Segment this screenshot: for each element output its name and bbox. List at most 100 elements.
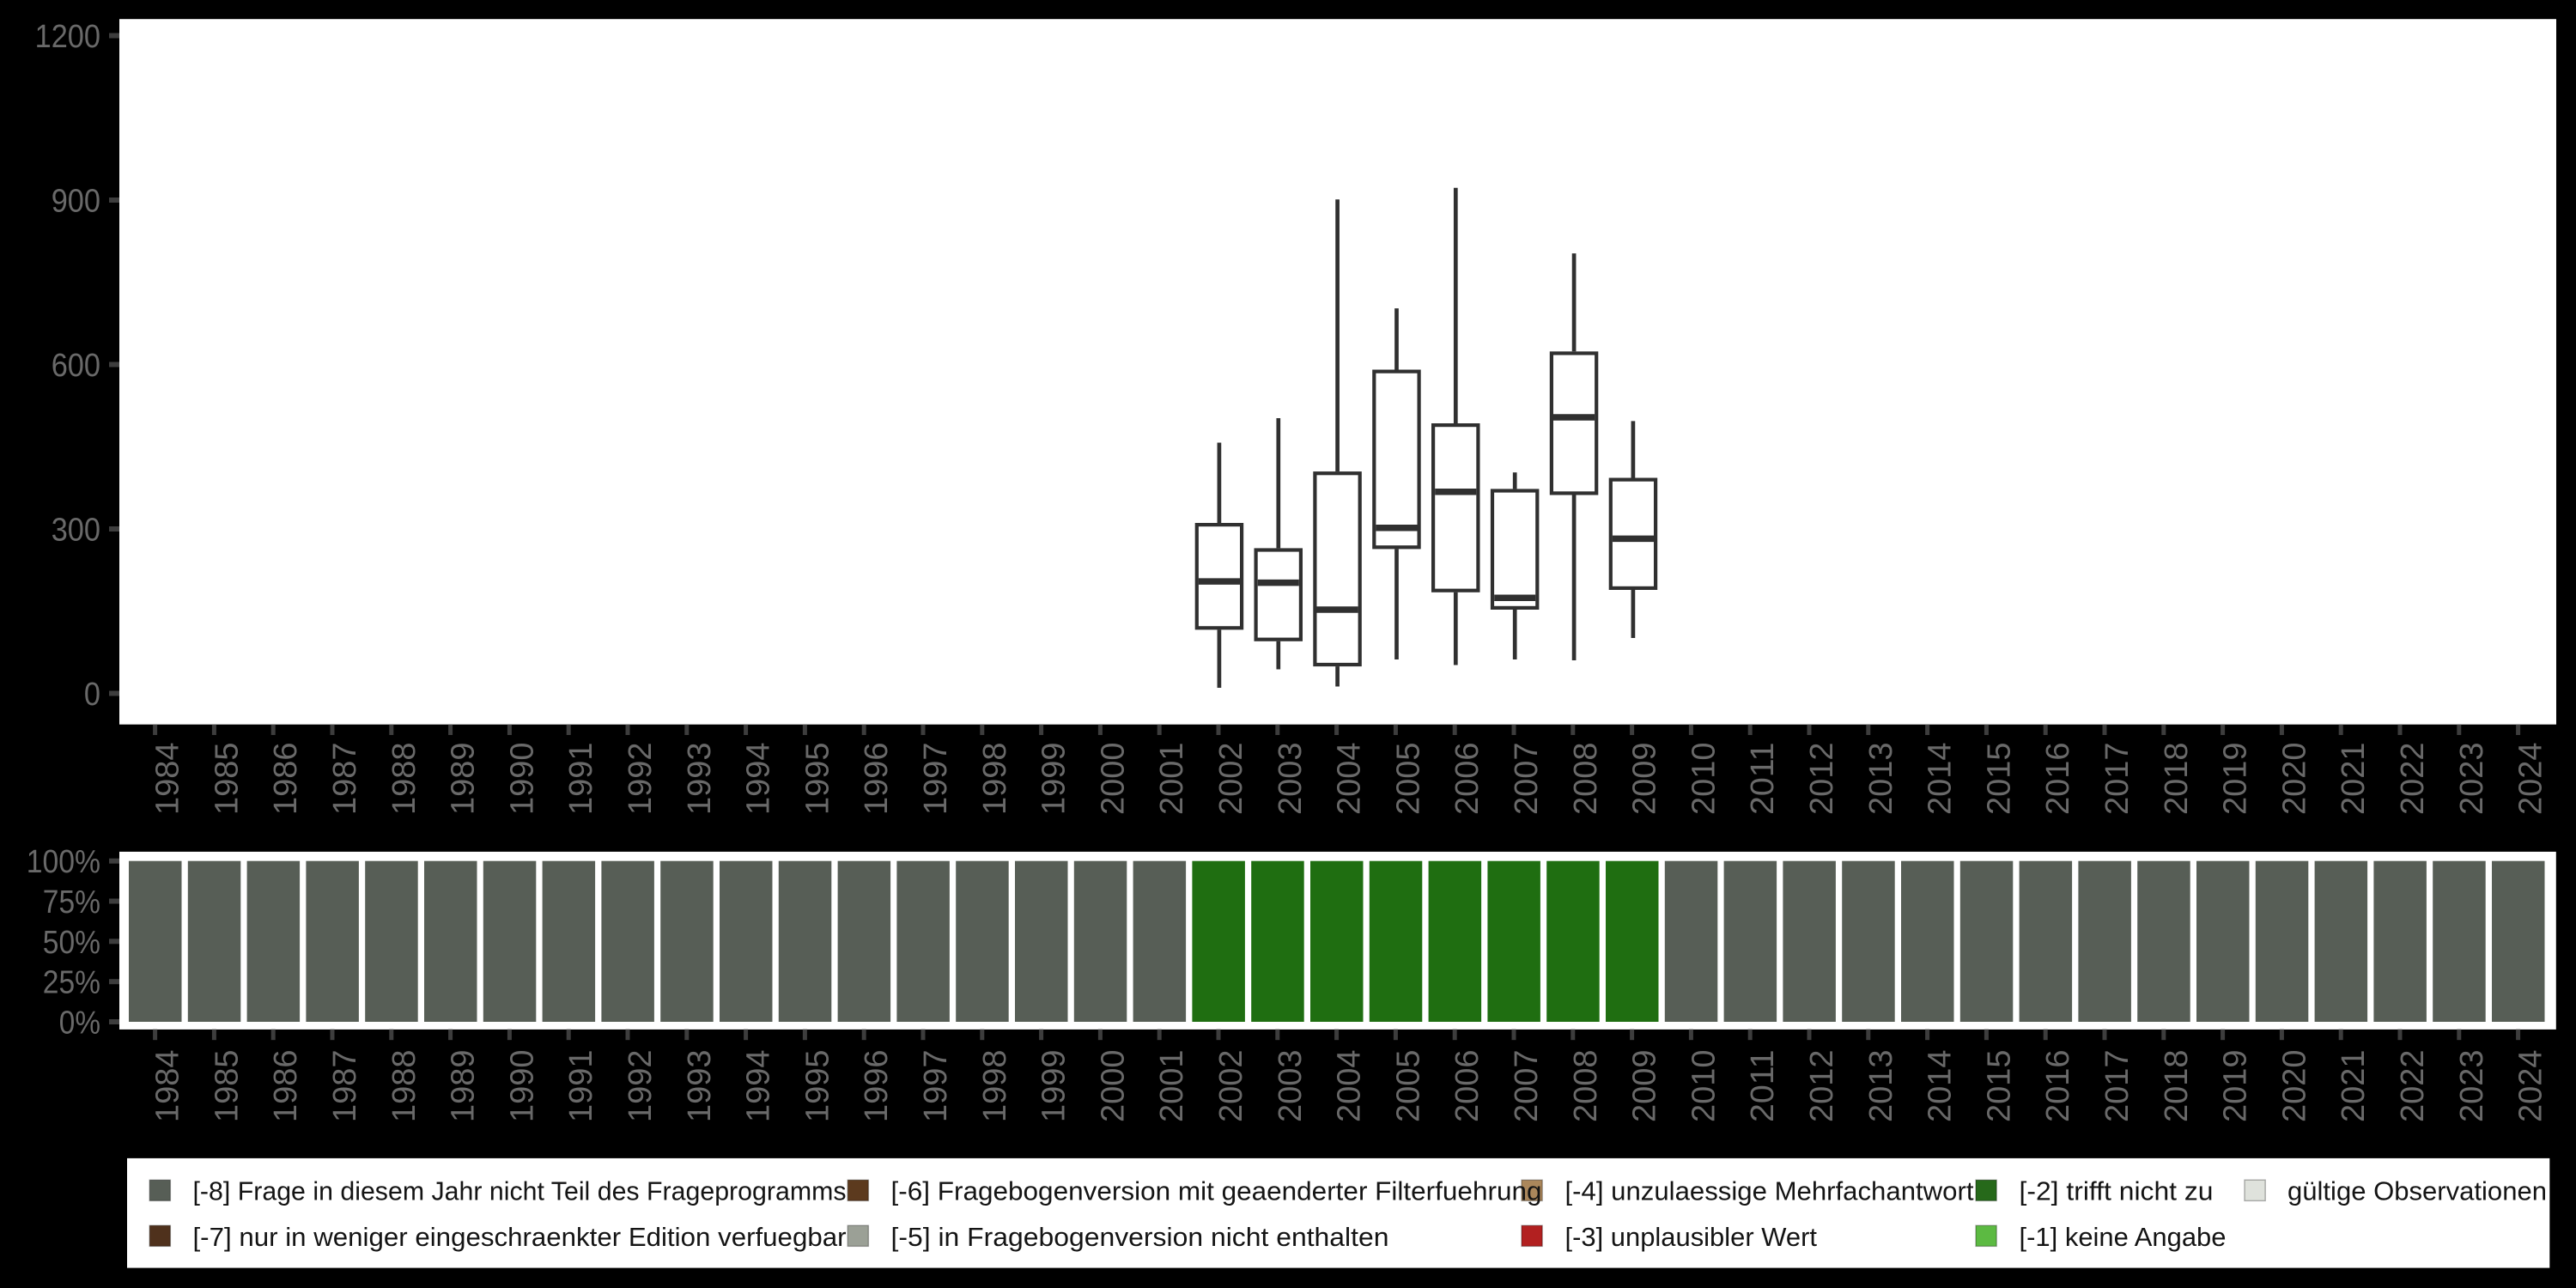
- svg-text:[-1] keine Angabe: [-1] keine Angabe: [2020, 1222, 2227, 1252]
- svg-text:2013: 2013: [1863, 743, 1899, 816]
- svg-text:1996: 1996: [859, 1050, 895, 1123]
- svg-text:2011: 2011: [1745, 1050, 1781, 1123]
- svg-text:1997: 1997: [918, 1050, 954, 1123]
- svg-text:1992: 1992: [623, 743, 659, 816]
- svg-text:25%: 25%: [43, 965, 100, 1001]
- svg-text:[-2] trifft nicht zu: [-2] trifft nicht zu: [2020, 1176, 2214, 1206]
- svg-text:2022: 2022: [2395, 1050, 2431, 1123]
- svg-text:2002: 2002: [1213, 743, 1249, 816]
- svg-text:2005: 2005: [1390, 743, 1426, 816]
- svg-text:1999: 1999: [1036, 1050, 1072, 1123]
- svg-text:2015: 2015: [1981, 1050, 2017, 1123]
- svg-text:2000: 2000: [1095, 1050, 1131, 1123]
- svg-text:2020: 2020: [2276, 1050, 2312, 1123]
- svg-text:50%: 50%: [43, 925, 100, 961]
- svg-text:2011: 2011: [1745, 743, 1781, 816]
- svg-text:1995: 1995: [799, 1050, 835, 1123]
- svg-text:2016: 2016: [2040, 1050, 2076, 1123]
- svg-text:1998: 1998: [977, 1050, 1013, 1123]
- svg-text:1993: 1993: [682, 1050, 718, 1123]
- svg-text:0: 0: [84, 677, 100, 713]
- svg-text:2023: 2023: [2454, 743, 2490, 816]
- svg-text:1997: 1997: [918, 743, 954, 816]
- svg-text:2008: 2008: [1568, 743, 1604, 816]
- svg-text:1994: 1994: [741, 743, 777, 816]
- svg-text:2000: 2000: [1095, 743, 1131, 816]
- svg-text:2017: 2017: [2099, 743, 2136, 816]
- svg-text:1995: 1995: [799, 743, 835, 816]
- svg-text:1999: 1999: [1036, 743, 1072, 816]
- svg-text:[-6] Fragebogenversion mit gea: [-6] Fragebogenversion mit geaenderter F…: [891, 1176, 1542, 1206]
- svg-text:1986: 1986: [268, 743, 304, 816]
- svg-text:0%: 0%: [59, 1005, 100, 1042]
- svg-text:75%: 75%: [43, 884, 100, 920]
- svg-text:1998: 1998: [977, 743, 1013, 816]
- svg-text:2006: 2006: [1449, 743, 1485, 816]
- svg-text:1990: 1990: [504, 743, 540, 816]
- svg-text:1200: 1200: [35, 19, 100, 55]
- svg-text:900: 900: [52, 184, 100, 220]
- svg-text:2014: 2014: [1923, 1050, 1959, 1123]
- svg-text:2019: 2019: [2218, 743, 2254, 816]
- svg-text:1986: 1986: [268, 1050, 304, 1123]
- svg-text:2009: 2009: [1627, 1050, 1663, 1123]
- svg-text:600: 600: [52, 348, 100, 384]
- svg-text:[-8] Frage in diesem Jahr nich: [-8] Frage in diesem Jahr nicht Teil des…: [193, 1176, 847, 1206]
- svg-text:1988: 1988: [386, 1050, 422, 1123]
- svg-text:2007: 2007: [1509, 1050, 1545, 1123]
- svg-text:1988: 1988: [386, 743, 422, 816]
- svg-text:1994: 1994: [741, 1050, 777, 1123]
- svg-text:[-3] unplausibler Wert: [-3] unplausibler Wert: [1565, 1222, 1818, 1252]
- svg-text:[-4] unzulaessige Mehrfachantw: [-4] unzulaessige Mehrfachantwort: [1565, 1176, 1974, 1206]
- svg-text:2001: 2001: [1154, 1050, 1190, 1123]
- svg-text:2002: 2002: [1213, 1050, 1249, 1123]
- svg-text:2009: 2009: [1627, 743, 1663, 816]
- svg-text:2024: 2024: [2513, 1050, 2549, 1123]
- svg-text:2010: 2010: [1686, 742, 1722, 815]
- svg-text:1990: 1990: [504, 1050, 540, 1123]
- svg-text:2014: 2014: [1923, 743, 1959, 816]
- svg-text:1987: 1987: [327, 743, 363, 816]
- svg-text:1985: 1985: [209, 1050, 245, 1123]
- svg-text:2016: 2016: [2040, 743, 2076, 816]
- svg-text:2012: 2012: [1804, 1050, 1840, 1123]
- svg-text:2008: 2008: [1568, 1050, 1604, 1123]
- svg-text:2017: 2017: [2099, 1050, 2136, 1123]
- svg-text:2006: 2006: [1449, 1050, 1485, 1123]
- svg-text:2005: 2005: [1390, 1050, 1426, 1123]
- svg-text:1987: 1987: [327, 1050, 363, 1123]
- svg-text:2004: 2004: [1332, 1050, 1368, 1123]
- svg-text:2018: 2018: [2159, 743, 2195, 816]
- svg-text:2013: 2013: [1863, 1050, 1899, 1123]
- svg-text:2024: 2024: [2513, 743, 2549, 816]
- svg-text:2012: 2012: [1804, 743, 1840, 816]
- svg-text:2021: 2021: [2336, 743, 2372, 816]
- svg-text:1991: 1991: [563, 743, 599, 816]
- svg-text:1993: 1993: [682, 743, 718, 816]
- svg-text:2021: 2021: [2336, 1050, 2372, 1123]
- svg-text:gültige Observationen: gültige Observationen: [2287, 1176, 2547, 1206]
- svg-text:1984: 1984: [150, 1050, 186, 1123]
- svg-text:2015: 2015: [1981, 743, 2017, 816]
- svg-text:2022: 2022: [2395, 743, 2431, 816]
- svg-text:1996: 1996: [859, 743, 895, 816]
- svg-text:1991: 1991: [563, 1050, 599, 1123]
- svg-text:2020: 2020: [2276, 743, 2312, 816]
- svg-text:2018: 2018: [2159, 1050, 2195, 1123]
- svg-text:2010: 2010: [1686, 1049, 1722, 1122]
- svg-text:1985: 1985: [209, 743, 245, 816]
- svg-text:2023: 2023: [2454, 1050, 2490, 1123]
- svg-text:2003: 2003: [1273, 1050, 1309, 1123]
- svg-text:2001: 2001: [1154, 743, 1190, 816]
- svg-text:300: 300: [52, 513, 100, 549]
- svg-text:[-5] in Fragebogenversion nich: [-5] in Fragebogenversion nicht enthalte…: [891, 1222, 1389, 1252]
- svg-text:2007: 2007: [1509, 743, 1545, 816]
- svg-text:100%: 100%: [27, 844, 100, 880]
- svg-text:2003: 2003: [1273, 743, 1309, 816]
- svg-text:1984: 1984: [150, 743, 186, 816]
- svg-text:1992: 1992: [623, 1050, 659, 1123]
- svg-text:2019: 2019: [2218, 1050, 2254, 1123]
- svg-text:2004: 2004: [1332, 743, 1368, 816]
- svg-text:1989: 1989: [446, 743, 482, 816]
- svg-text:1989: 1989: [446, 1050, 482, 1123]
